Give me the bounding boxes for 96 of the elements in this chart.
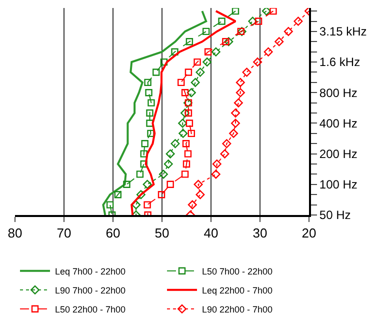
point [136,190,146,200]
point [202,58,212,67]
point [144,201,151,208]
point [146,120,154,127]
point [264,47,273,56]
point [236,78,245,87]
point [194,58,201,66]
point [186,38,194,46]
point [181,170,189,178]
x-tick-label: 80 [8,226,22,241]
point [184,109,192,117]
point [123,180,130,188]
point [224,37,234,46]
point [142,180,152,189]
point [164,160,173,169]
point [262,8,271,16]
point [178,118,188,128]
point [166,149,175,158]
point [144,78,152,86]
point [232,8,240,15]
x-tick-label: 70 [56,226,72,241]
point [114,191,122,198]
point [186,120,194,127]
point [141,140,148,148]
point [220,149,230,158]
legend-label: L90 22h00 - 7h00 [202,304,273,314]
point [178,128,188,138]
point [204,48,212,56]
point [211,47,220,56]
point [274,37,284,46]
point [242,68,252,77]
y-tick-label: 400 Hz [319,116,358,130]
point [132,200,141,210]
legend-label: Leq 22h00 - 7h00 [202,285,273,296]
y-tick-label: 800 Hz [319,86,358,100]
point [237,28,244,36]
y-tick-label: 1.6 kHz [319,55,360,70]
point [152,68,160,76]
point [158,170,168,179]
legend-label: L50 7h00 - 22h00 [202,266,273,276]
point [222,139,232,148]
point [188,130,195,138]
x-tick-label: 30 [252,226,268,241]
point [196,68,205,77]
point [248,16,258,26]
point [148,99,155,106]
point [234,98,243,108]
point [236,88,245,98]
point [294,16,303,26]
point [186,88,196,98]
point [182,160,190,168]
legend-label: Leq 7h00 - 22h00 [55,266,126,276]
point [140,150,148,158]
y-tick-label: 3.15 kHz [319,24,367,39]
point [231,118,240,128]
point [182,140,190,148]
point [146,109,154,117]
point [254,18,262,25]
point [147,130,154,138]
point [160,58,168,66]
point [188,200,197,210]
point [140,160,148,168]
point [158,191,166,198]
point [229,128,238,138]
point [190,78,200,87]
y-tick-label: 50 Hz [319,208,351,222]
point [166,180,174,188]
point [211,170,220,179]
y-tick-label: 200 Hz [319,147,358,162]
point [178,78,185,86]
point [218,18,226,25]
point [231,108,240,118]
legend-label: L50 22h00 - 7h00 [55,304,126,314]
x-tick-label: 40 [204,226,218,241]
point [184,68,192,76]
point [184,150,192,158]
point [106,201,114,208]
point [212,160,222,169]
point [181,89,189,96]
point [171,48,178,56]
point [253,58,262,67]
point [194,180,203,189]
point [170,139,180,148]
x-tick-label: 20 [302,226,316,241]
y-tick-label: 100 Hz [319,178,358,192]
point [270,8,277,15]
point [202,28,210,36]
x-tick-label: 60 [106,226,120,241]
legend-label: L90 7h00 - 22h00 [55,285,126,296]
point [196,190,205,200]
point [222,38,230,46]
point [145,89,152,96]
point [180,108,190,118]
x-tick-label: 50 [154,226,170,241]
point [136,170,144,178]
point [284,26,293,36]
